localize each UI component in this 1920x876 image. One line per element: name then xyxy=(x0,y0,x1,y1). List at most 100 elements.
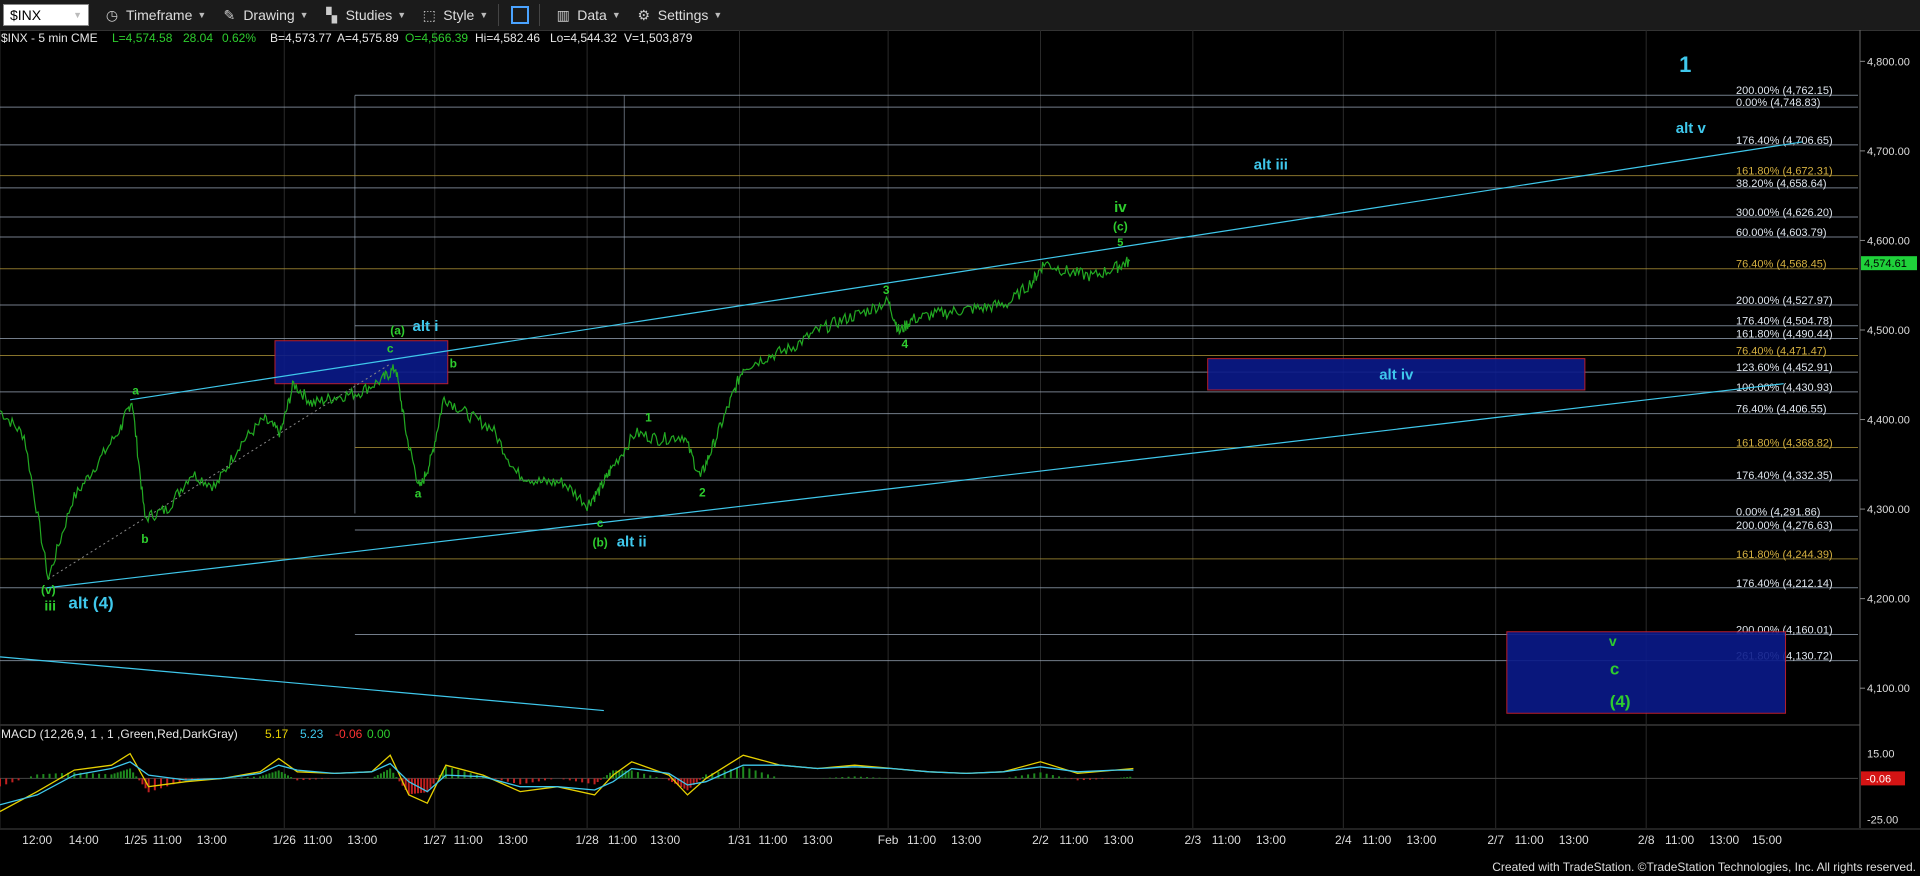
header-bid: B=4,573.77 xyxy=(270,31,332,45)
fib-level-label: 176.40% (4,212.14) xyxy=(1736,578,1833,590)
x-tick-label: 2/8 xyxy=(1638,833,1655,847)
x-tick-label: 1/31 xyxy=(728,833,752,847)
chevron-down-icon: ▼ xyxy=(479,10,489,20)
wave-label: c xyxy=(1610,660,1619,679)
header-change: 28.04 xyxy=(183,31,213,45)
fib-level-label: 161.80% (4,490.44) xyxy=(1736,329,1833,341)
wave-label: v xyxy=(1609,633,1617,649)
fib-level-label: 176.40% (4,504.78) xyxy=(1736,316,1833,328)
x-tick-label: 13:00 xyxy=(1709,833,1739,847)
chevron-down-icon[interactable]: ▼ xyxy=(73,10,82,20)
x-tick-label: 14:00 xyxy=(69,833,99,847)
chevron-down-icon: ▼ xyxy=(299,10,309,20)
x-tick-label: 13:00 xyxy=(1406,833,1436,847)
y-tick-label: 4,300.00 xyxy=(1867,504,1910,516)
x-tick-label: 13:00 xyxy=(951,833,981,847)
settings-menu[interactable]: ⚙ Settings ▼ xyxy=(635,6,723,24)
header-pct: 0.62% xyxy=(222,31,256,45)
wave-label: 5 xyxy=(1117,237,1123,249)
header-ask: A=4,575.89 xyxy=(337,31,399,45)
x-tick-label: 11:00 xyxy=(153,833,182,847)
x-tick-label: 11:00 xyxy=(454,833,483,847)
target-box xyxy=(1207,358,1586,391)
price-chart[interactable]: 200.00% (4,762.15)0.00% (4,748.83)176.40… xyxy=(0,30,1920,858)
x-tick-label: 11:00 xyxy=(1515,833,1544,847)
trendline xyxy=(46,383,1784,589)
data-menu[interactable]: ▥ Data ▼ xyxy=(554,7,621,24)
wave-label: (b) xyxy=(592,536,607,550)
x-tick-label: 11:00 xyxy=(303,833,332,847)
studies-label: Studies xyxy=(345,7,393,23)
x-tick-label: 13:00 xyxy=(347,833,377,847)
header-last: L=4,574.58 xyxy=(112,31,173,45)
macd-current-label: -0.06 xyxy=(1866,773,1891,785)
drawing-menu[interactable]: ✎ Drawing ▼ xyxy=(220,7,309,24)
x-tick-label: 13:00 xyxy=(498,833,528,847)
fib-level-label: 200.00% (4,762.15) xyxy=(1736,85,1833,97)
layout-icon[interactable] xyxy=(511,6,530,24)
target-box xyxy=(1506,631,1787,714)
fib-level-label: 0.00% (4,291.86) xyxy=(1736,506,1820,518)
wave-label: alt iii xyxy=(1254,157,1288,174)
macd-current-tag xyxy=(1861,771,1905,786)
wave-label: alt ii xyxy=(617,534,647,551)
style-menu[interactable]: ⬚ Style ▼ xyxy=(420,6,489,24)
wave-label: (v) xyxy=(41,583,56,597)
timeframe-menu[interactable]: ◷ Timeframe ▼ xyxy=(103,7,207,24)
symbol-text: $INX xyxy=(10,7,42,23)
last-price-label: 4,574.61 xyxy=(1864,258,1907,270)
studies-icon: ▚ xyxy=(326,6,337,23)
wave-label: a xyxy=(132,383,139,397)
header-low: Lo=4,544.32 xyxy=(550,31,617,45)
wave-label: iv xyxy=(1114,199,1127,216)
x-tick-label: 2/3 xyxy=(1184,833,1201,847)
wave-label: 1 xyxy=(645,410,652,424)
header-symbol: $INX - 5 min CME xyxy=(1,31,98,45)
x-tick-label: 11:00 xyxy=(1059,833,1088,847)
wave-label: alt i xyxy=(413,318,439,335)
x-tick-label: 2/2 xyxy=(1032,833,1049,847)
x-tick-label: 11:00 xyxy=(907,833,936,847)
macd-title: MACD (12,26,9, 1 , 1 ,Green,Red,DarkGray… xyxy=(1,727,238,741)
chevron-down-icon: ▼ xyxy=(197,10,207,20)
style-icon: ⬚ xyxy=(422,6,436,23)
copyright-footer: Created with TradeStation. ©TradeStation… xyxy=(1492,860,1916,874)
gear-icon: ⚙ xyxy=(637,6,651,23)
trendline xyxy=(0,656,604,712)
fib-level-label: 161.80% (4,368.82) xyxy=(1736,437,1833,449)
fib-level-label: 200.00% (4,527.97) xyxy=(1736,295,1833,307)
wave-label: (a) xyxy=(390,323,405,337)
x-tick-label: 1/25 xyxy=(124,833,148,847)
macd-tick-label: -25.00 xyxy=(1867,815,1898,827)
drawing-label: Drawing xyxy=(243,7,295,23)
wave-label: a xyxy=(415,486,422,500)
wave-label: c xyxy=(597,516,604,530)
fib-level-label: 176.40% (4,706.65) xyxy=(1736,135,1833,147)
fib-level-label: 76.40% (4,406.55) xyxy=(1736,404,1827,416)
fib-level-label: 161.80% (4,672.31) xyxy=(1736,166,1833,178)
macd-line xyxy=(0,752,1134,813)
chevron-down-icon: ▼ xyxy=(397,10,407,20)
studies-menu[interactable]: ▚ Studies ▼ xyxy=(323,6,407,24)
x-tick-label: 13:00 xyxy=(650,833,680,847)
toolbar-divider xyxy=(539,4,541,26)
settings-label: Settings xyxy=(657,7,709,23)
symbol-input[interactable]: $INX ▼ xyxy=(3,4,89,26)
chevron-down-icon: ▼ xyxy=(713,10,723,20)
x-tick-label: 1/27 xyxy=(423,833,447,847)
wave-label: iii xyxy=(44,597,56,613)
wave-label: alt (4) xyxy=(68,593,113,612)
fib-level-label: 76.40% (4,471.47) xyxy=(1736,346,1827,358)
y-tick-label: 4,100.00 xyxy=(1867,683,1910,695)
price-series-line xyxy=(0,256,1131,581)
wave-label: alt iv xyxy=(1379,366,1414,383)
last-price-tag xyxy=(1861,256,1917,271)
wave-label: c xyxy=(387,341,394,355)
trendline xyxy=(129,141,1803,401)
x-tick-label: 13:00 xyxy=(803,833,833,847)
fib-level-label: 60.00% (4,603.79) xyxy=(1736,227,1827,239)
wave-label: b xyxy=(450,357,457,371)
x-tick-label: 2/4 xyxy=(1335,833,1352,847)
y-tick-label: 4,700.00 xyxy=(1867,146,1910,158)
y-tick-label: 4,800.00 xyxy=(1867,56,1910,68)
